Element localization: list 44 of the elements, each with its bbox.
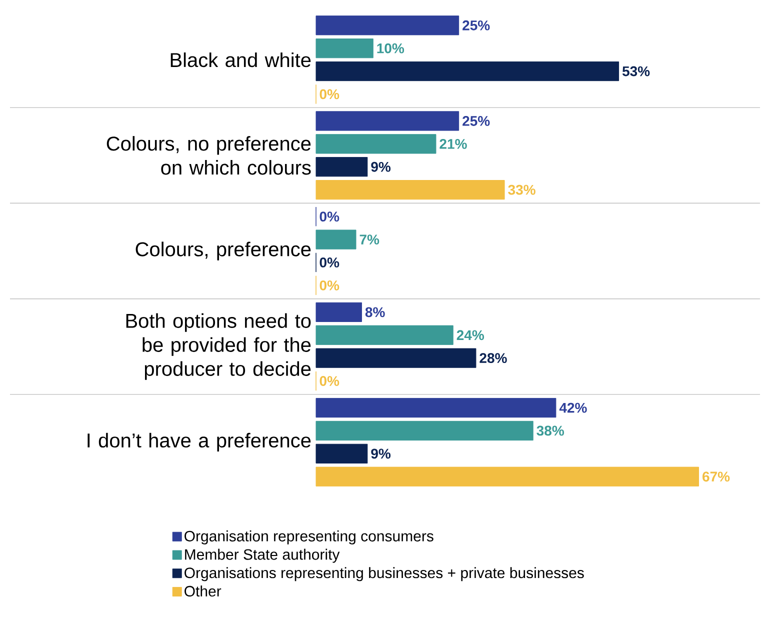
y-tick-label: Black and white (170, 52, 311, 68)
bar (316, 398, 556, 418)
data-label: 25% (462, 116, 490, 126)
legend-label: Member State authority (185, 548, 340, 563)
bar (316, 325, 454, 345)
data-label: 9% (371, 448, 391, 459)
data-label: 9% (371, 162, 391, 172)
bar (316, 134, 436, 154)
data-label: 0% (320, 376, 340, 386)
bar (316, 157, 368, 177)
data-label: 0% (320, 258, 340, 268)
data-label: 24% (456, 330, 484, 340)
legend-label: Organisations representing businesses + private businesses (184, 567, 584, 582)
bar (316, 38, 374, 58)
data-label: 0% (320, 212, 340, 222)
y-tick-label: Both options need to be provided for the producer to decide (126, 313, 311, 380)
data-label: 8% (365, 307, 385, 318)
legend-label: Organisation representing consumers (184, 530, 434, 544)
data-label: 21% (440, 138, 467, 149)
y-tick-label: Colours, no preference on which colours (106, 136, 311, 175)
y-tick-label: Colours, preference (136, 242, 311, 260)
bar (316, 466, 699, 486)
bar (316, 348, 476, 368)
data-label: 53% (622, 66, 650, 76)
bar (316, 230, 356, 250)
data-label: 0% (320, 89, 340, 100)
data-label: 10% (377, 43, 404, 54)
bar (316, 444, 368, 464)
data-label: 28% (480, 353, 507, 364)
data-label: 7% (360, 234, 380, 244)
data-label: 25% (462, 20, 490, 30)
bar (316, 180, 505, 200)
bar (316, 302, 362, 322)
y-tick-label: I don’t have a preference (88, 432, 311, 452)
bar (316, 111, 460, 131)
data-label: 38% (536, 426, 564, 436)
data-label: 67% (702, 472, 730, 482)
bar (316, 61, 620, 82)
bar (316, 16, 460, 36)
legend-label: Other (184, 586, 222, 597)
data-label: 42% (559, 402, 587, 413)
data-label: 0% (320, 280, 340, 290)
bar (316, 420, 534, 441)
data-label: 33% (508, 184, 536, 195)
